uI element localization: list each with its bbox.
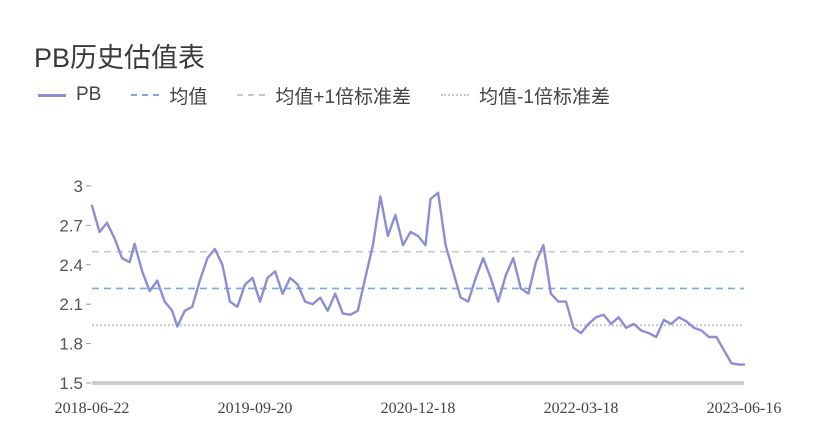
- legend-item-mean[interactable]: 均值: [131, 82, 207, 109]
- y-tick-label: 2.7: [59, 216, 83, 235]
- legend-item-upper[interactable]: 均值+1倍标准差: [237, 82, 411, 109]
- legend-item-lower[interactable]: 均值-1倍标准差: [441, 82, 610, 109]
- x-tick-label: 2023-06-16: [707, 400, 782, 417]
- legend-swatch-upper: [237, 94, 266, 96]
- legend-label-upper: 均值+1倍标准差: [275, 86, 412, 108]
- x-tick-label: 2019-09-20: [218, 400, 293, 417]
- legend: PB 均值 均值+1倍标准差 均值-1倍标准差: [38, 82, 640, 108]
- x-tick-label: 2022-03-18: [544, 400, 619, 417]
- y-tick-label: 2.1: [59, 295, 83, 314]
- legend-item-pb[interactable]: PB: [38, 84, 101, 106]
- y-tick-label: 1.8: [59, 335, 83, 354]
- legend-label-lower: 均值-1倍标准差: [479, 86, 610, 108]
- legend-swatch-pb: [38, 93, 66, 97]
- y-tick-label: 2.4: [59, 256, 83, 275]
- y-tick-label: 3: [74, 177, 83, 196]
- pb-series-line: [90, 191, 746, 366]
- x-tick-label: 2020-12-18: [381, 400, 456, 417]
- x-tick-label: 2018-06-22: [55, 400, 130, 417]
- legend-swatch-lower: [441, 94, 470, 96]
- chart-title: PB历史估值表: [34, 43, 206, 73]
- legend-swatch-mean: [131, 94, 160, 96]
- legend-label-pb: PB: [76, 84, 102, 105]
- legend-label-mean: 均值: [169, 86, 208, 108]
- y-tick-label: 1.5: [59, 374, 83, 393]
